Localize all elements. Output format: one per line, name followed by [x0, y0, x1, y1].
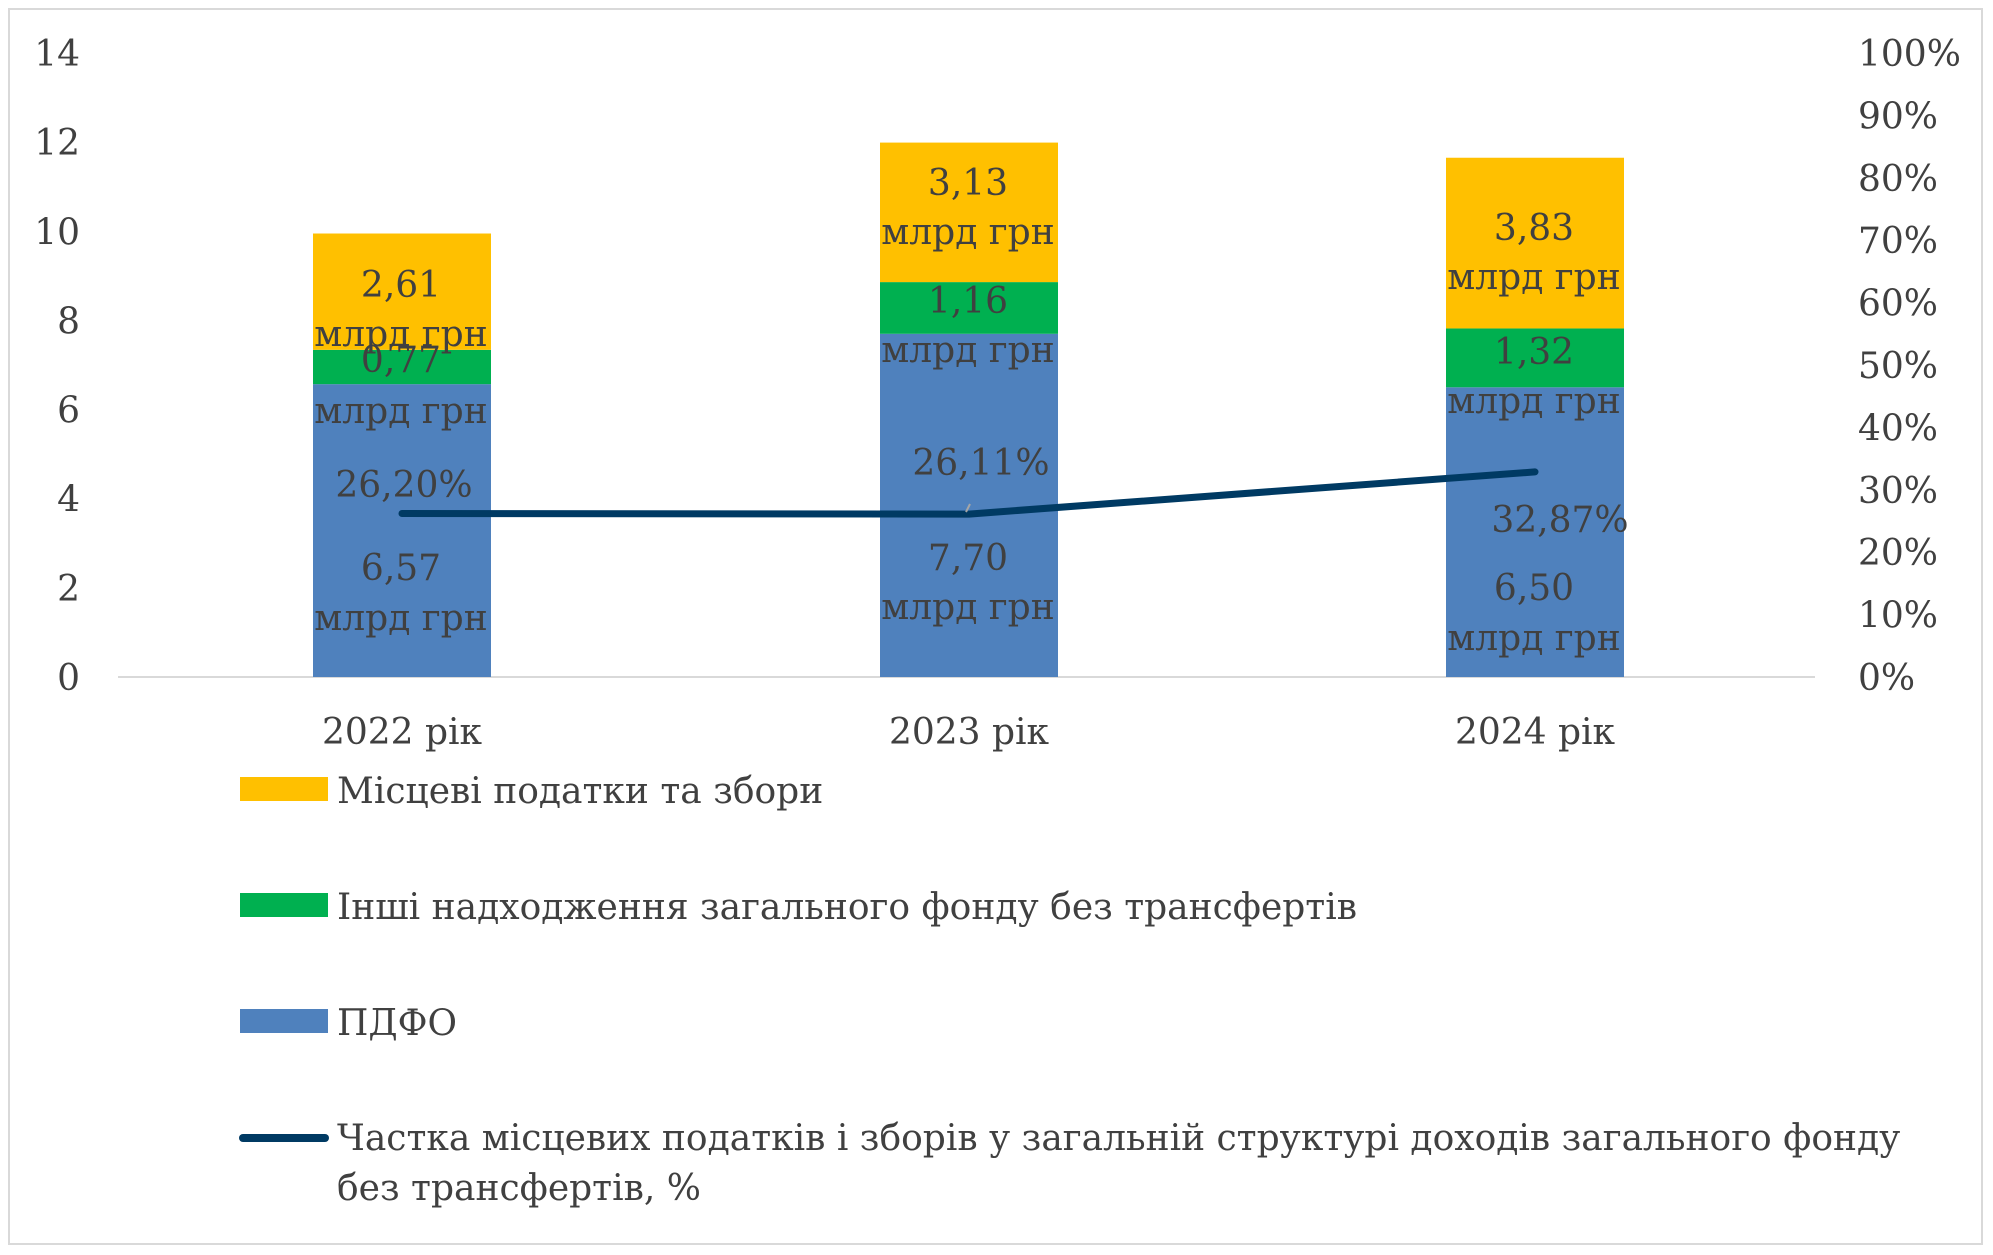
bar-data-label: млрд грн	[881, 330, 1054, 371]
bar-data-label: 3,83	[1494, 208, 1574, 249]
line-point	[1534, 470, 1536, 473]
y2-tick-label: 90%	[1858, 96, 1938, 137]
bar-segment	[1446, 157, 1624, 329]
legend-swatch	[240, 893, 328, 917]
share-line	[398, 468, 1539, 518]
y2-tick-label: 50%	[1858, 346, 1938, 387]
y-tick-label: 14	[34, 34, 80, 75]
bar-data-label: 3,13	[928, 163, 1008, 204]
line-data-label: 32,87%	[1491, 500, 1628, 541]
legend-swatch	[240, 1009, 328, 1033]
bar-data-label: млрд грн	[881, 587, 1054, 628]
y-tick-label: 10	[34, 212, 80, 253]
y2-tick-label: 70%	[1858, 221, 1938, 262]
bar-segment	[880, 282, 1058, 334]
y-tick-label: 4	[57, 480, 80, 521]
y2-tick-label: 20%	[1858, 533, 1938, 574]
bar-segment	[313, 233, 491, 350]
bar-data-label: 6,57	[361, 548, 441, 589]
y2-tick-label: 100%	[1858, 34, 1961, 75]
bar-data-label: 2,61	[361, 265, 441, 306]
bar-data-label: млрд грн	[314, 598, 487, 639]
y-tick-label: 12	[34, 123, 80, 164]
legend-label: без трансфертів, %	[337, 1168, 701, 1209]
line-data-label: 26,20%	[335, 465, 472, 506]
bar-data-label: млрд грн	[314, 391, 487, 432]
bar-data-label: млрд грн	[314, 314, 487, 355]
y2-tick-label: 60%	[1858, 284, 1938, 325]
legend-label: ПДФО	[337, 1003, 457, 1044]
x-tick-label: 2023 рік	[889, 712, 1050, 753]
y-tick-label: 0	[57, 658, 80, 699]
bars	[313, 142, 1624, 677]
y2-tick-label: 80%	[1858, 159, 1938, 200]
y-tick-label: 8	[57, 301, 80, 342]
y-tick-label: 2	[57, 569, 80, 610]
bar-segment	[880, 142, 1058, 283]
bar-data-label: 7,70	[928, 538, 1008, 579]
x-tick-label: 2024 рік	[1455, 712, 1616, 753]
x-tick-label: 2022 рік	[322, 712, 483, 753]
bar-data-label: 1,16	[928, 281, 1008, 322]
bar-data-label: млрд грн	[1447, 381, 1620, 422]
legend-label: Місцеві податки та збори	[337, 771, 823, 812]
line-point	[968, 513, 970, 516]
line-point	[401, 512, 403, 515]
y2-tick-label: 10%	[1858, 596, 1938, 637]
legend-label: Інші надходження загального фонду без тр…	[337, 887, 1357, 928]
legend-swatch	[240, 777, 328, 801]
y-tick-label: 6	[57, 391, 80, 432]
legend: Місцеві податки та збори Інші надходження…	[239, 771, 1900, 1209]
bar-data-label: млрд грн	[1447, 257, 1620, 298]
bar-segment	[1446, 387, 1624, 677]
legend-label: Частка місцевих податків і зборів у зага…	[337, 1118, 1900, 1159]
bar-segment	[313, 349, 491, 385]
label-leader-line	[965, 503, 971, 513]
bar-data-label: 1,32	[1494, 332, 1574, 373]
bar-data-label: 6,50	[1494, 568, 1574, 609]
line-data-label: 26,11%	[912, 443, 1049, 484]
y2-tick-label: 0%	[1858, 658, 1915, 699]
bar-segment	[1446, 328, 1624, 388]
y2-tick-label: 30%	[1858, 471, 1938, 512]
bar-data-label: млрд грн	[881, 212, 1054, 253]
y2-tick-label: 40%	[1858, 408, 1938, 449]
bar-data-label: млрд грн	[1447, 618, 1620, 659]
bar-data-label: 0,77	[361, 340, 441, 381]
bar-segment	[313, 384, 491, 677]
